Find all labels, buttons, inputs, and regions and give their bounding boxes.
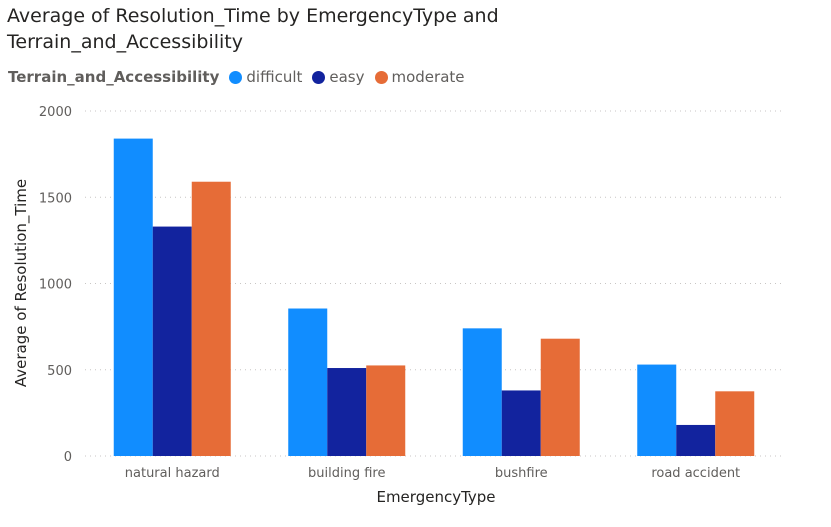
x-tick-label: natural hazard (125, 466, 220, 481)
bar-easy[interactable] (501, 390, 541, 456)
bars (113, 138, 755, 456)
legend-item-moderate[interactable]: moderate (374, 68, 465, 86)
y-tick-label: 1000 (39, 278, 72, 293)
chart-title: Average of Resolution_Time by EmergencyT… (7, 5, 499, 53)
x-tick-label: bushfire (495, 466, 548, 481)
legend-label-moderate: moderate (391, 68, 465, 86)
x-tick-label: building fire (308, 466, 385, 481)
y-axis-label: Average of Resolution_Time (12, 179, 31, 387)
y-tick-label: 1500 (39, 191, 72, 206)
bar-moderate[interactable] (366, 365, 406, 456)
legend: Terrain_and_Accessibility difficult easy… (8, 68, 475, 86)
legend-item-easy[interactable]: easy (312, 68, 365, 86)
bar-moderate[interactable] (540, 338, 580, 456)
legend-marker-easy (312, 70, 326, 84)
legend-marker-moderate (374, 70, 388, 84)
y-tick-label: 0 (64, 450, 72, 465)
legend-label-easy: easy (329, 68, 365, 86)
legend-label-difficult: difficult (246, 68, 303, 86)
y-tick-label: 2000 (39, 105, 72, 120)
bar-moderate[interactable] (191, 181, 231, 456)
legend-marker-difficult (229, 70, 243, 84)
legend-item-difficult[interactable]: difficult (229, 68, 302, 86)
bar-difficult[interactable] (462, 328, 502, 456)
bar-easy[interactable] (152, 226, 192, 456)
x-axis-label: EmergencyType (376, 488, 495, 506)
x-axis-ticks: natural hazard building fire bushfire road … (125, 466, 740, 481)
x-tick-label: road accident (651, 466, 740, 481)
y-axis-ticks: 0 500 1000 1500 2000 (39, 105, 72, 465)
bar-difficult[interactable] (113, 138, 153, 456)
bar-easy[interactable] (327, 368, 367, 456)
bar-easy[interactable] (676, 424, 716, 456)
legend-title: Terrain_and_Accessibility (8, 68, 220, 86)
bar-difficult[interactable] (637, 364, 677, 456)
bar-moderate[interactable] (715, 391, 755, 456)
y-tick-label: 500 (47, 364, 72, 379)
bar-difficult[interactable] (288, 308, 328, 456)
